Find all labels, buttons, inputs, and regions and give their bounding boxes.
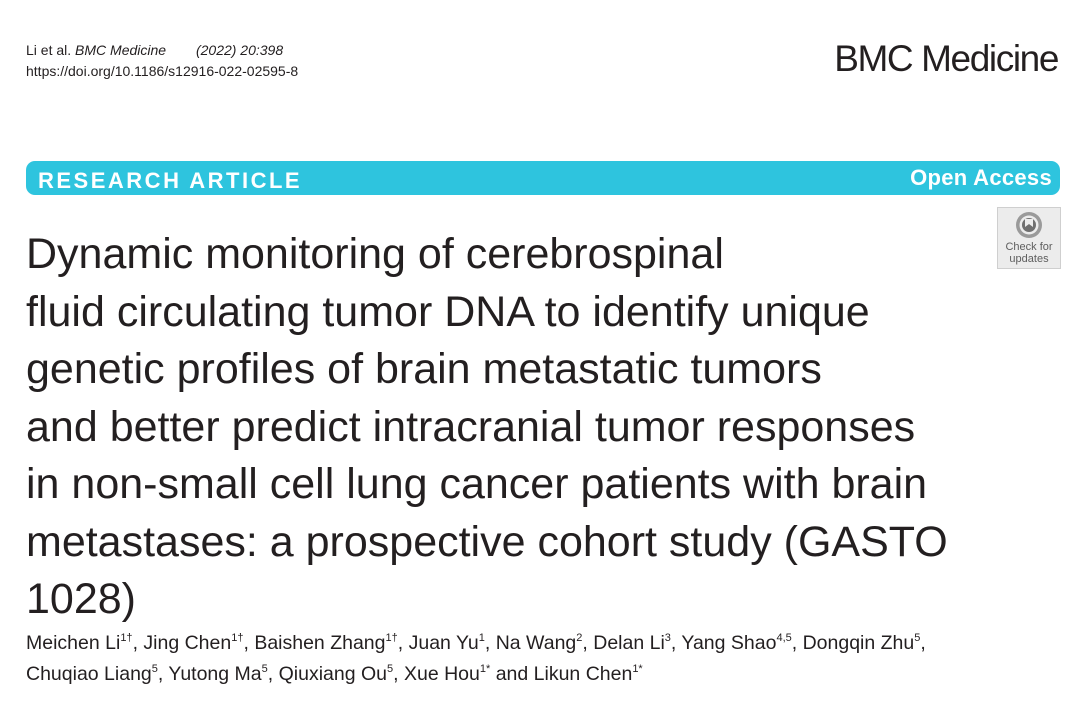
article-type-banner: RESEARCH ARTICLE Open Access <box>26 161 1060 195</box>
citation-line: Li et al. BMC Medicine (2022) 20:398 <box>26 40 298 61</box>
open-access-label[interactable]: Open Access <box>910 165 1052 190</box>
author[interactable]: Qiuxiang Ou5 <box>278 663 394 685</box>
author[interactable]: Jing Chen1† <box>143 632 244 654</box>
check-line-1: Check for <box>1005 241 1053 253</box>
author[interactable]: Likun Chen1* <box>533 663 643 685</box>
author[interactable]: Baishen Zhang1† <box>254 632 398 654</box>
citation-block: Li et al. BMC Medicine (2022) 20:398 htt… <box>26 40 298 82</box>
citation-volume: (2022) 20:398 <box>195 42 284 58</box>
check-for-updates-label: Check for updates <box>998 241 1060 265</box>
title-line: 1028) <box>26 575 136 623</box>
article-title: Dynamic monitoring of cerebrospinal flui… <box>26 226 1066 629</box>
author[interactable]: Na Wang2 <box>495 632 583 654</box>
title-line: metastases: a prospective cohort study (… <box>26 517 948 566</box>
author[interactable]: Yutong Ma5 <box>168 663 268 685</box>
author-conjunction: and <box>495 663 529 685</box>
check-for-updates-icon <box>1016 212 1042 238</box>
author[interactable]: Dongqin Zhu5 <box>802 632 921 654</box>
doi-link[interactable]: https://doi.org/10.1186/s12916-022-02595… <box>26 63 299 79</box>
author[interactable]: Chuqiao Liang5 <box>26 663 158 685</box>
title-line: genetic profiles of brain metastatic tum… <box>26 345 822 393</box>
author-list: Meichen Li1†, Jing Chen1†, Baishen Zhang… <box>26 628 1066 690</box>
check-line-2: updates <box>1009 253 1049 265</box>
check-for-updates-button[interactable]: Check for updates <box>997 207 1061 269</box>
article-type-label: RESEARCH ARTICLE <box>38 168 303 193</box>
author-line: Meichen Li1†, Jing Chen1†, Baishen Zhang… <box>26 632 926 654</box>
author[interactable]: Juan Yu1 <box>408 632 485 654</box>
journal-logo: BMC Medicine <box>834 38 1059 79</box>
author-line: Chuqiao Liang5, Yutong Ma5, Qiuxiang Ou5… <box>26 663 643 685</box>
title-line: and better predict intracranial tumor re… <box>26 402 916 451</box>
author[interactable]: Meichen Li1† <box>26 632 133 654</box>
citation-journal: BMC Medicine <box>75 42 167 58</box>
title-line: Dynamic monitoring of cerebrospinal <box>26 230 724 278</box>
title-line: fluid circulating tumor DNA to identify … <box>26 287 870 336</box>
title-line: in non-small cell lung cancer patients w… <box>26 460 928 508</box>
citation-authors: Li et al. <box>26 42 72 58</box>
author[interactable]: Xue Hou1* <box>403 663 491 685</box>
author[interactable]: Yang Shao4,5 <box>681 632 792 654</box>
author[interactable]: Delan Li3 <box>593 632 671 654</box>
